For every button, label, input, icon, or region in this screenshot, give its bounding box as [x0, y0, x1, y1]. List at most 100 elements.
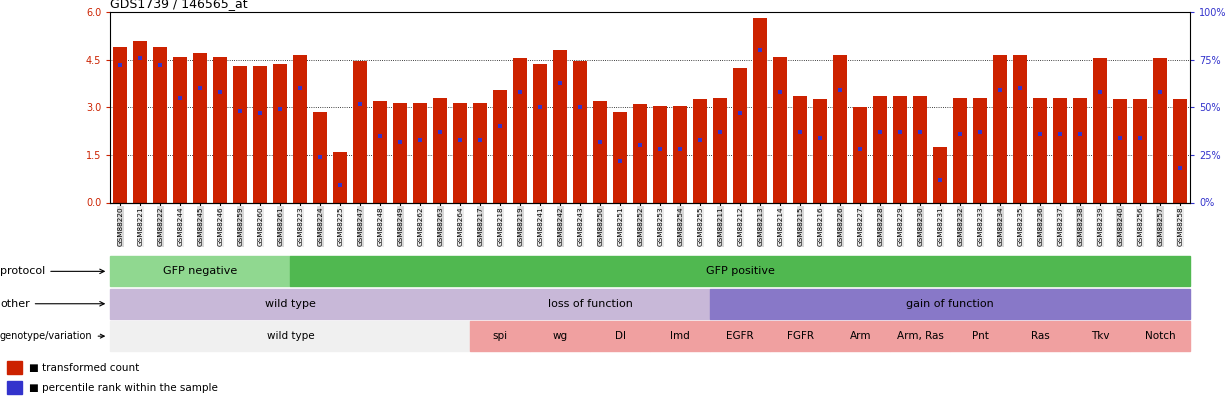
Point	[850, 146, 870, 152]
Text: Dl: Dl	[615, 331, 626, 341]
Point	[470, 136, 490, 143]
Point	[1130, 134, 1150, 141]
Text: loss of function: loss of function	[548, 299, 633, 309]
Bar	[771, 321, 831, 351]
Point	[670, 146, 690, 152]
Point	[611, 158, 631, 164]
Bar	[893, 96, 907, 202]
Point	[1110, 134, 1130, 141]
Bar	[693, 99, 707, 202]
Point	[510, 89, 530, 95]
Bar	[1053, 98, 1067, 202]
Point	[951, 131, 971, 137]
Point	[211, 89, 231, 95]
Point	[990, 87, 1010, 94]
Text: wild type: wild type	[266, 331, 314, 341]
Text: other: other	[0, 299, 104, 309]
Point	[130, 55, 150, 61]
Bar	[853, 107, 867, 202]
Bar	[470, 321, 530, 351]
Bar	[710, 289, 1190, 319]
Point	[751, 47, 771, 53]
Bar	[633, 104, 648, 202]
Point	[691, 136, 710, 143]
Point	[190, 85, 210, 92]
Point	[271, 106, 291, 113]
Bar	[474, 102, 487, 202]
Bar	[7, 382, 22, 394]
Bar	[493, 90, 507, 202]
Point	[291, 85, 310, 92]
Bar	[353, 61, 367, 202]
Bar	[373, 101, 388, 202]
Text: GDS1739 / 146565_at: GDS1739 / 146565_at	[110, 0, 248, 10]
Bar	[614, 112, 627, 202]
Point	[650, 146, 670, 152]
Point	[730, 110, 750, 116]
Bar	[194, 53, 207, 202]
Bar	[1173, 99, 1188, 202]
Bar	[233, 66, 248, 202]
Bar	[291, 256, 1190, 286]
Bar	[950, 321, 1010, 351]
Point	[790, 129, 810, 135]
Point	[491, 123, 510, 130]
Point	[831, 87, 850, 94]
Bar	[833, 55, 848, 202]
Text: Tkv: Tkv	[1091, 331, 1109, 341]
Bar	[573, 61, 588, 202]
Text: gain of function: gain of function	[907, 299, 994, 309]
Bar	[653, 106, 667, 202]
Point	[431, 129, 450, 135]
Bar	[413, 102, 427, 202]
Bar	[534, 64, 547, 202]
Point	[1070, 131, 1090, 137]
Text: EGFR: EGFR	[726, 331, 755, 341]
Bar	[110, 256, 291, 286]
Text: ■ transformed count: ■ transformed count	[29, 363, 140, 373]
Bar	[110, 321, 470, 351]
Point	[1091, 89, 1110, 95]
Bar	[650, 321, 710, 351]
Point	[250, 110, 270, 116]
Bar	[773, 57, 788, 202]
Point	[231, 108, 250, 114]
Point	[1151, 89, 1171, 95]
Bar	[313, 112, 328, 202]
Bar	[553, 50, 567, 202]
Point	[171, 95, 190, 101]
Point	[411, 136, 431, 143]
Point	[551, 79, 571, 86]
Point	[811, 134, 831, 141]
Point	[530, 104, 550, 111]
Bar	[831, 321, 891, 351]
Bar	[530, 321, 590, 351]
Bar	[1014, 55, 1027, 202]
Bar	[1130, 321, 1190, 351]
Bar	[293, 55, 308, 202]
Point	[330, 182, 350, 189]
Point	[390, 139, 410, 145]
Bar	[334, 152, 347, 202]
Bar	[7, 361, 22, 375]
Point	[1050, 131, 1070, 137]
Point	[351, 100, 371, 107]
Bar	[274, 64, 287, 202]
Text: Notch: Notch	[1145, 331, 1175, 341]
Bar	[173, 57, 188, 202]
Point	[891, 129, 910, 135]
Text: Ras: Ras	[1031, 331, 1049, 341]
Point	[450, 136, 470, 143]
Bar	[453, 102, 467, 202]
Text: spi: spi	[493, 331, 508, 341]
Bar	[993, 55, 1007, 202]
Text: FGFR: FGFR	[787, 331, 814, 341]
Bar	[874, 96, 887, 202]
Text: GFP negative: GFP negative	[163, 266, 238, 276]
Point	[1171, 165, 1190, 171]
Point	[971, 129, 990, 135]
Bar	[513, 58, 528, 202]
Bar	[153, 47, 167, 202]
Point	[371, 133, 390, 139]
Point	[590, 139, 610, 145]
